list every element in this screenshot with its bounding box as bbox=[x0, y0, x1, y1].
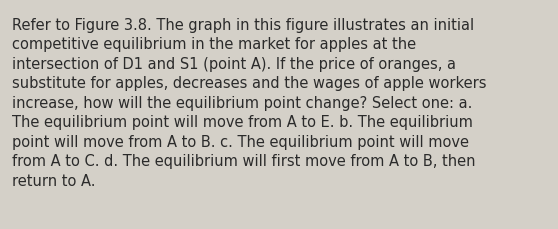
Text: intersection of D1 and S1 (point A). If the price of oranges, a: intersection of D1 and S1 (point A). If … bbox=[12, 57, 456, 72]
Text: The equilibrium point will move from A to E. b. The equilibrium: The equilibrium point will move from A t… bbox=[12, 115, 473, 130]
Text: point will move from A to B. c. The equilibrium point will move: point will move from A to B. c. The equi… bbox=[12, 134, 469, 149]
Text: Refer to Figure 3.8. The graph in this figure illustrates an initial: Refer to Figure 3.8. The graph in this f… bbox=[12, 18, 474, 33]
Text: increase, how will the equilibrium point change? Select one: a.: increase, how will the equilibrium point… bbox=[12, 95, 473, 111]
Text: substitute for apples, decreases and the wages of apple workers: substitute for apples, decreases and the… bbox=[12, 76, 487, 91]
Text: competitive equilibrium in the market for apples at the: competitive equilibrium in the market fo… bbox=[12, 37, 416, 52]
Text: return to A.: return to A. bbox=[12, 173, 95, 188]
Text: from A to C. d. The equilibrium will first move from A to B, then: from A to C. d. The equilibrium will fir… bbox=[12, 154, 475, 169]
